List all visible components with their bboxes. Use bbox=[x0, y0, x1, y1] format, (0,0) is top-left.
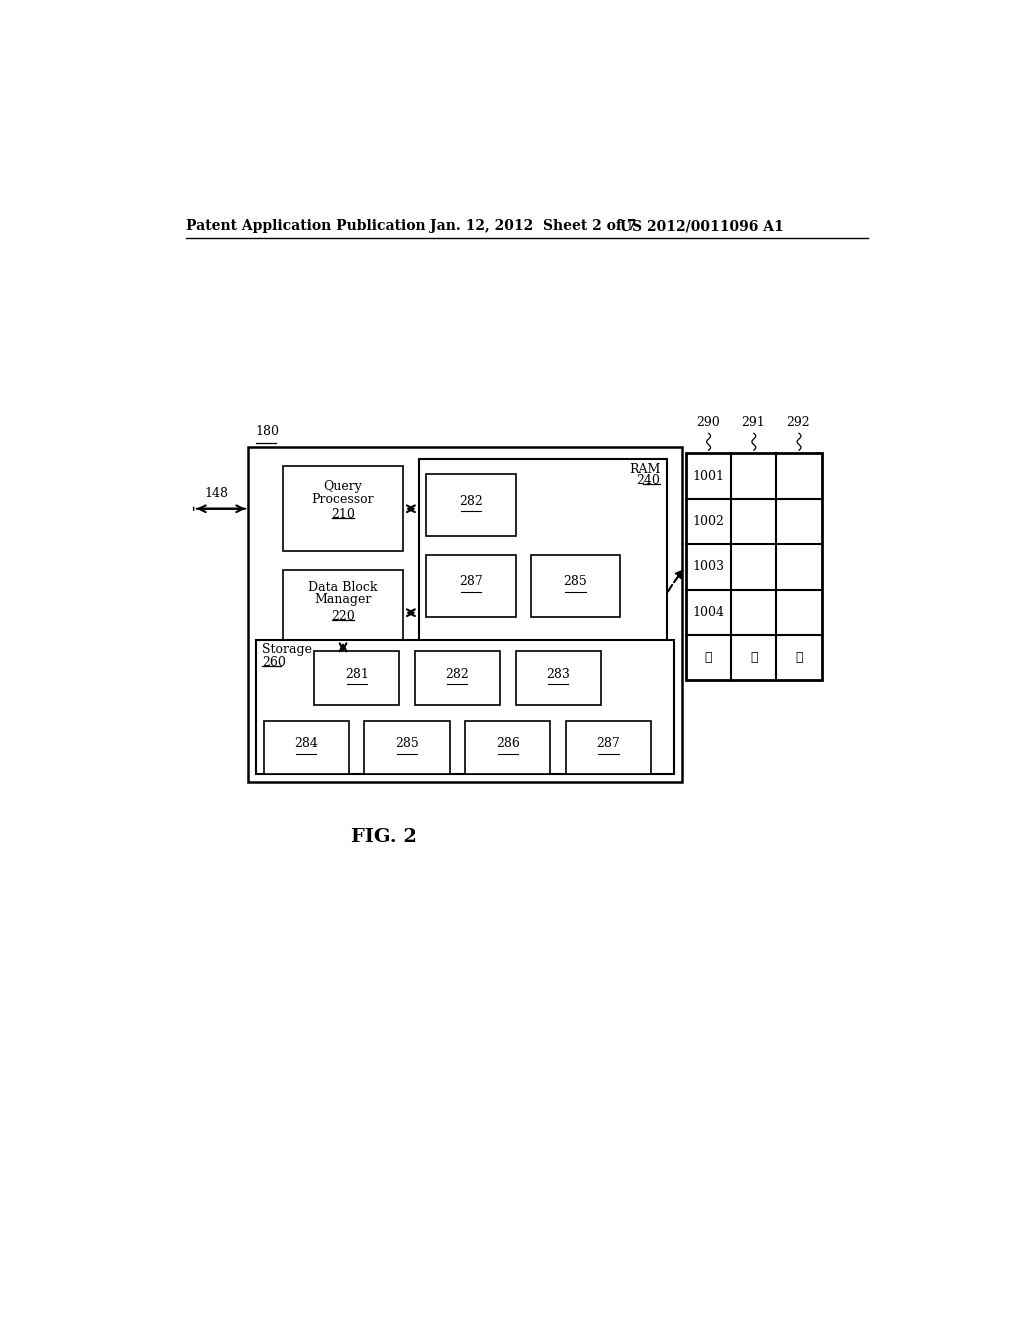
Bar bbox=[415, 651, 500, 705]
Text: Jan. 12, 2012  Sheet 2 of 7: Jan. 12, 2012 Sheet 2 of 7 bbox=[430, 219, 637, 234]
Text: Patent Application Publication: Patent Application Publication bbox=[186, 219, 426, 234]
Text: 1004: 1004 bbox=[692, 606, 725, 619]
Bar bbox=[426, 474, 515, 536]
Text: 291: 291 bbox=[740, 416, 765, 429]
Bar bbox=[515, 651, 601, 705]
Text: 1002: 1002 bbox=[692, 515, 725, 528]
Text: Query: Query bbox=[324, 480, 362, 494]
Bar bbox=[426, 554, 515, 616]
Bar bbox=[465, 721, 550, 775]
Text: 287: 287 bbox=[459, 576, 482, 589]
Text: US 2012/0011096 A1: US 2012/0011096 A1 bbox=[621, 219, 784, 234]
Text: 240: 240 bbox=[637, 474, 660, 487]
Bar bbox=[419, 459, 667, 667]
Text: ⋮: ⋮ bbox=[705, 651, 713, 664]
Text: ⋮: ⋮ bbox=[796, 651, 803, 664]
Text: Data Block: Data Block bbox=[308, 581, 378, 594]
Bar bbox=[283, 466, 403, 552]
Text: Manager: Manager bbox=[314, 594, 372, 606]
Text: FIG. 2: FIG. 2 bbox=[351, 829, 417, 846]
Text: 180: 180 bbox=[256, 425, 280, 438]
Text: 285: 285 bbox=[563, 576, 588, 589]
Text: 148: 148 bbox=[204, 487, 228, 500]
Bar bbox=[263, 721, 349, 775]
Text: 210: 210 bbox=[331, 508, 355, 521]
FancyArrowPatch shape bbox=[668, 570, 683, 591]
Text: 284: 284 bbox=[294, 737, 318, 750]
Text: 286: 286 bbox=[496, 737, 520, 750]
Text: 285: 285 bbox=[395, 737, 419, 750]
Text: Processor: Processor bbox=[311, 492, 375, 506]
Text: Storage: Storage bbox=[262, 644, 312, 656]
Text: 1001: 1001 bbox=[692, 470, 725, 483]
Bar bbox=[365, 721, 450, 775]
Text: ⋮: ⋮ bbox=[750, 651, 758, 664]
Text: 287: 287 bbox=[597, 737, 621, 750]
Text: 283: 283 bbox=[546, 668, 570, 681]
Text: 282: 282 bbox=[445, 668, 469, 681]
Text: 292: 292 bbox=[785, 416, 809, 429]
Text: RAM: RAM bbox=[629, 462, 660, 475]
Bar bbox=[248, 447, 682, 781]
Bar bbox=[566, 721, 651, 775]
Bar bbox=[531, 554, 621, 616]
Text: 282: 282 bbox=[459, 495, 482, 508]
Text: 220: 220 bbox=[331, 610, 355, 623]
Text: 290: 290 bbox=[696, 416, 720, 429]
Bar bbox=[256, 640, 675, 775]
Text: 260: 260 bbox=[262, 656, 286, 669]
Bar bbox=[686, 453, 821, 681]
Bar bbox=[283, 570, 403, 655]
Bar bbox=[314, 651, 399, 705]
Text: 1003: 1003 bbox=[692, 561, 725, 573]
Text: 281: 281 bbox=[345, 668, 369, 681]
